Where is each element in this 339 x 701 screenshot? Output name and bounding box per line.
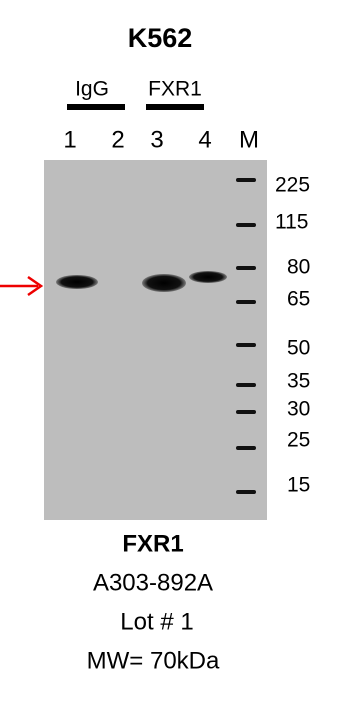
- marker-label: 15: [287, 474, 310, 497]
- marker-label: 50: [287, 337, 310, 360]
- caption-catalog: A303-892A: [93, 569, 213, 596]
- marker-label: 225: [275, 174, 310, 197]
- caption-target: FXR1: [122, 530, 183, 557]
- blot: [44, 160, 267, 520]
- band: [189, 271, 227, 283]
- marker-ladder: [236, 178, 256, 494]
- band: [56, 275, 98, 289]
- lane-label: 2: [111, 126, 124, 153]
- title: K562: [128, 23, 193, 53]
- caption-lot: Lot # 1: [120, 608, 193, 635]
- marker-label: 65: [287, 288, 310, 311]
- marker-label: 115: [275, 211, 308, 234]
- lane-label: 3: [150, 126, 163, 153]
- lane-label: 1: [63, 126, 76, 153]
- lane-label: M: [239, 126, 259, 153]
- marker-label: 30: [287, 398, 310, 421]
- group-bar: [67, 104, 125, 110]
- group-label: IgG: [75, 78, 109, 101]
- group-bar: [146, 104, 204, 110]
- marker-label: 35: [287, 370, 310, 393]
- marker-label: 80: [287, 256, 310, 279]
- arrow: [0, 275, 44, 297]
- lane-label: 4: [198, 126, 211, 153]
- caption-mw: MW= 70kDa: [87, 647, 220, 674]
- marker-label: 25: [287, 429, 310, 452]
- group-label: FXR1: [148, 78, 202, 101]
- band: [142, 274, 186, 292]
